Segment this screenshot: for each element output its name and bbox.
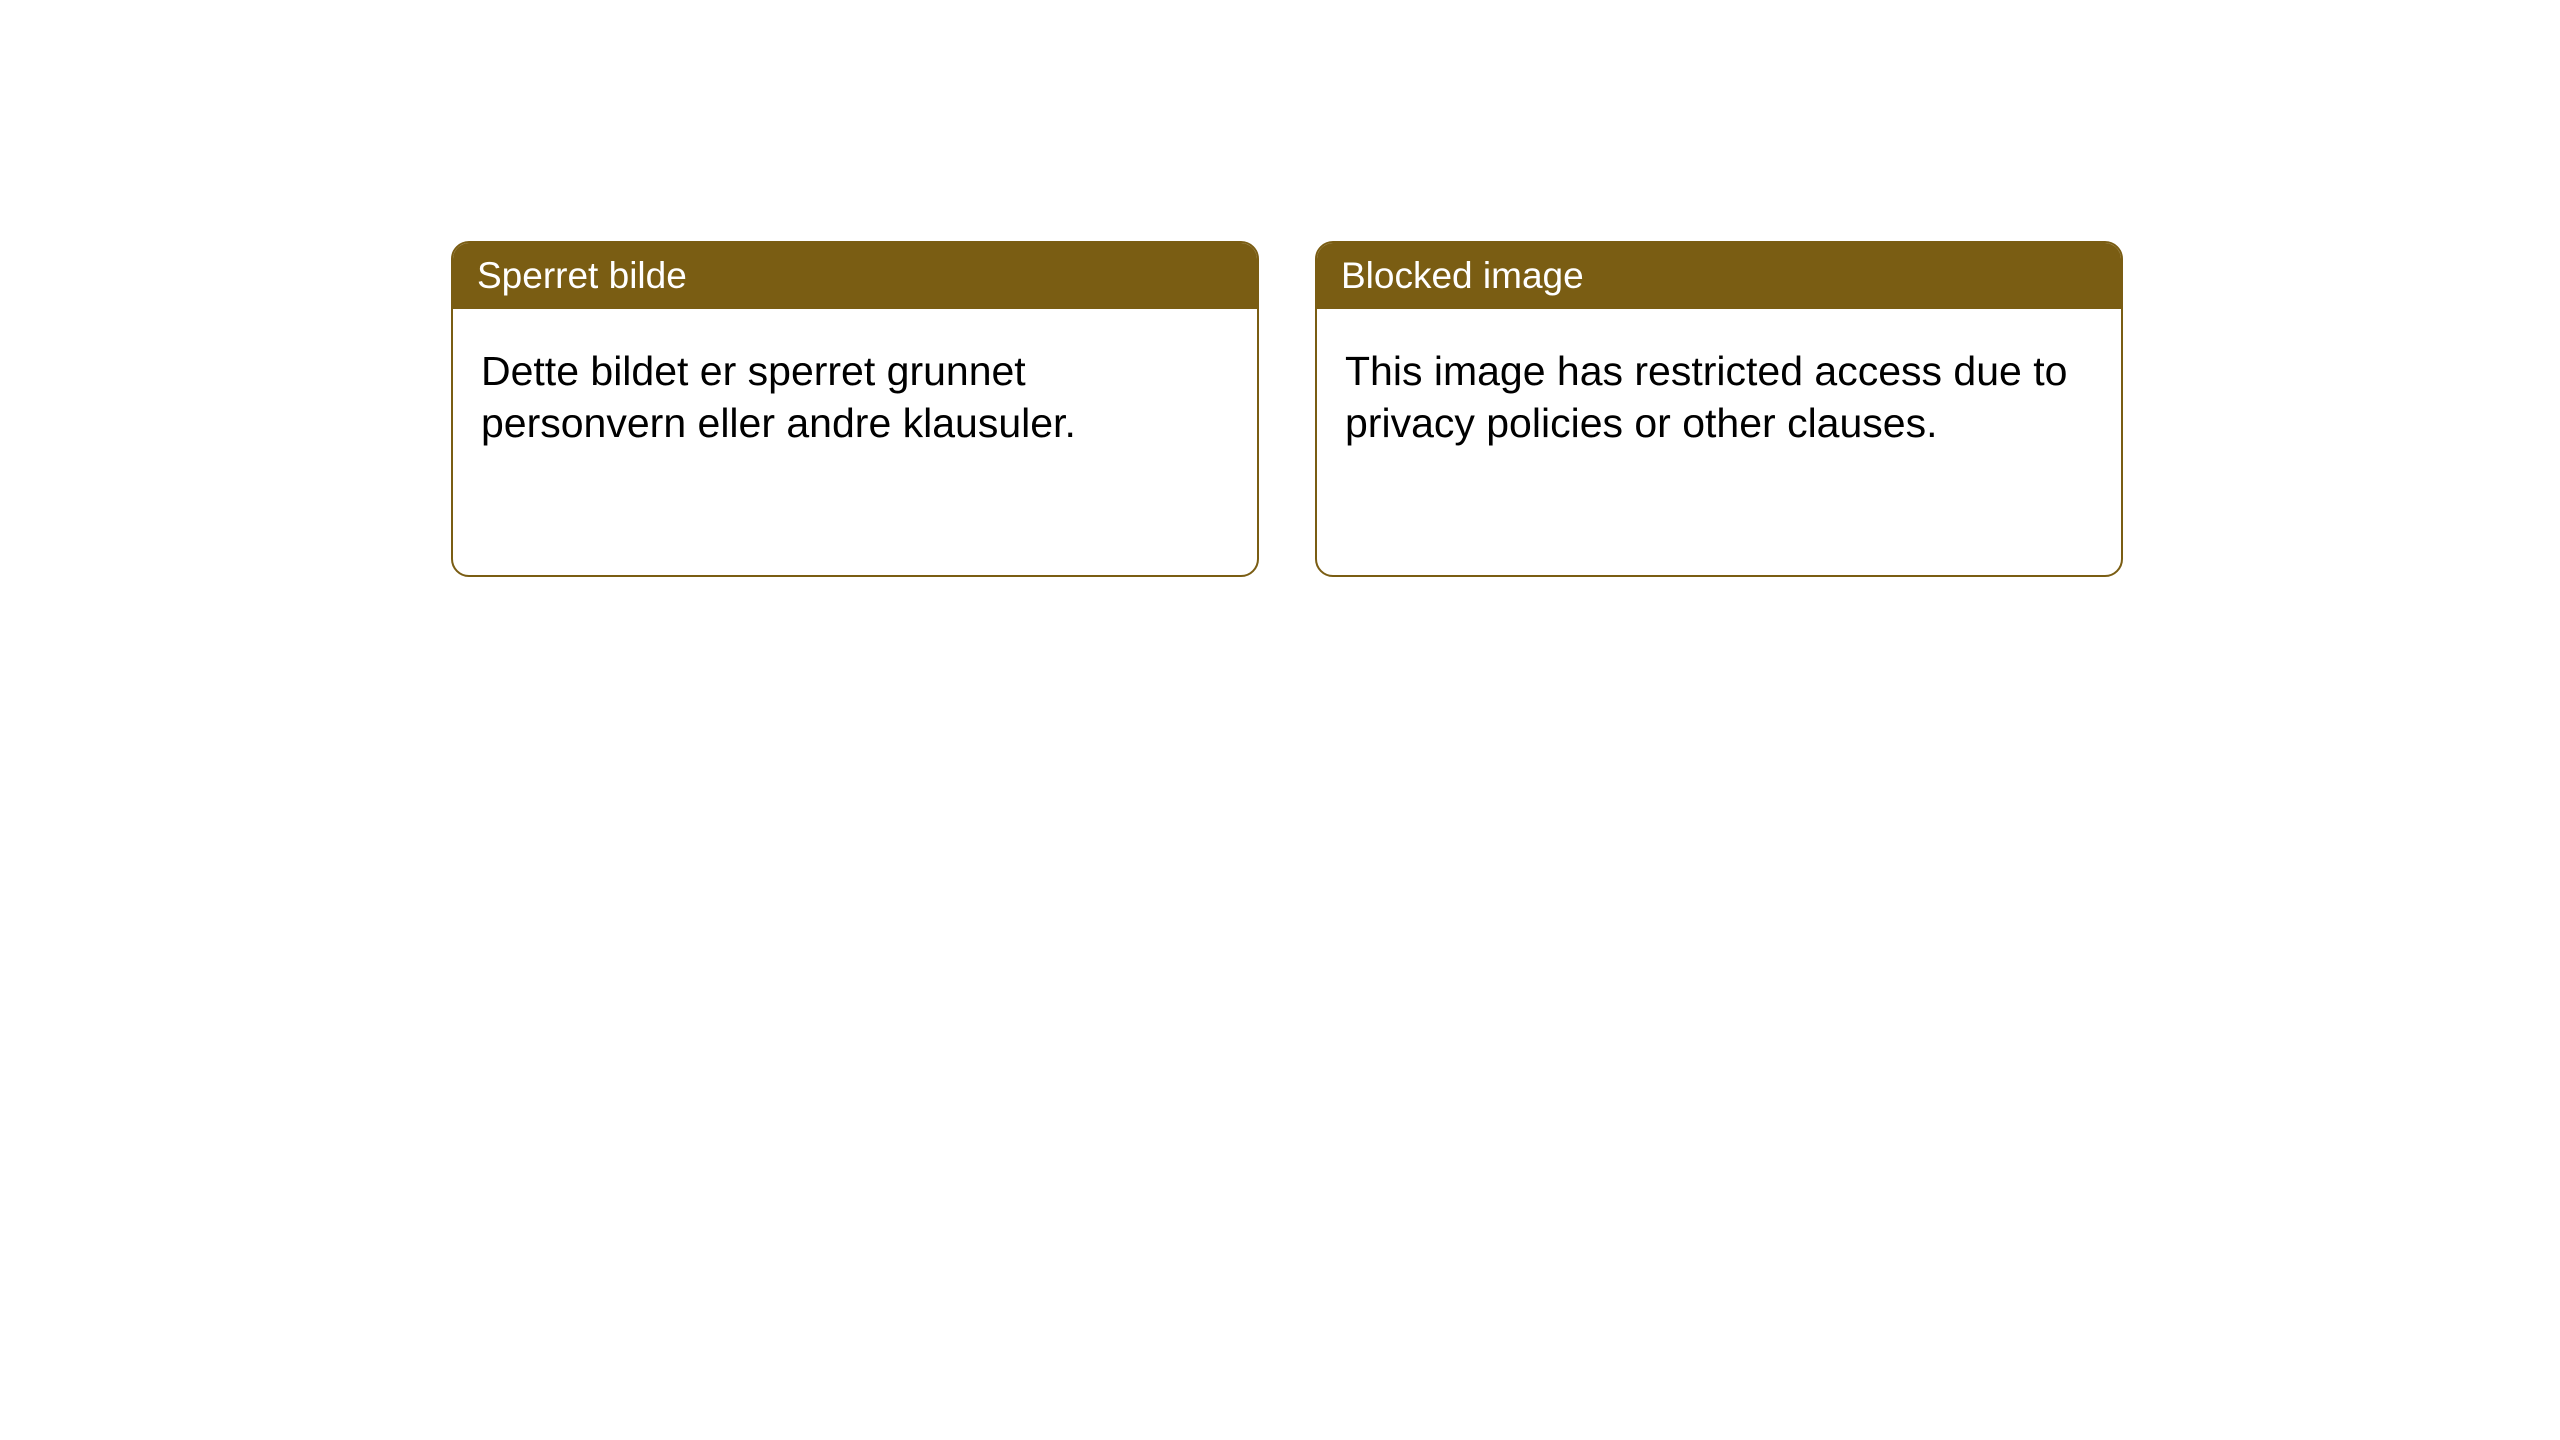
notice-body-en: This image has restricted access due to … [1345,348,2067,446]
notice-card-body: This image has restricted access due to … [1317,309,2121,486]
notice-card-english: Blocked image This image has restricted … [1315,241,2123,577]
notice-card-body: Dette bildet er sperret grunnet personve… [453,309,1257,486]
blocked-image-notice-container: Sperret bilde Dette bildet er sperret gr… [451,241,2123,577]
notice-card-header: Blocked image [1317,243,2121,309]
notice-card-header: Sperret bilde [453,243,1257,309]
notice-body-no: Dette bildet er sperret grunnet personve… [481,348,1076,446]
notice-card-norwegian: Sperret bilde Dette bildet er sperret gr… [451,241,1259,577]
notice-title-en: Blocked image [1341,255,1584,296]
notice-title-no: Sperret bilde [477,255,687,296]
